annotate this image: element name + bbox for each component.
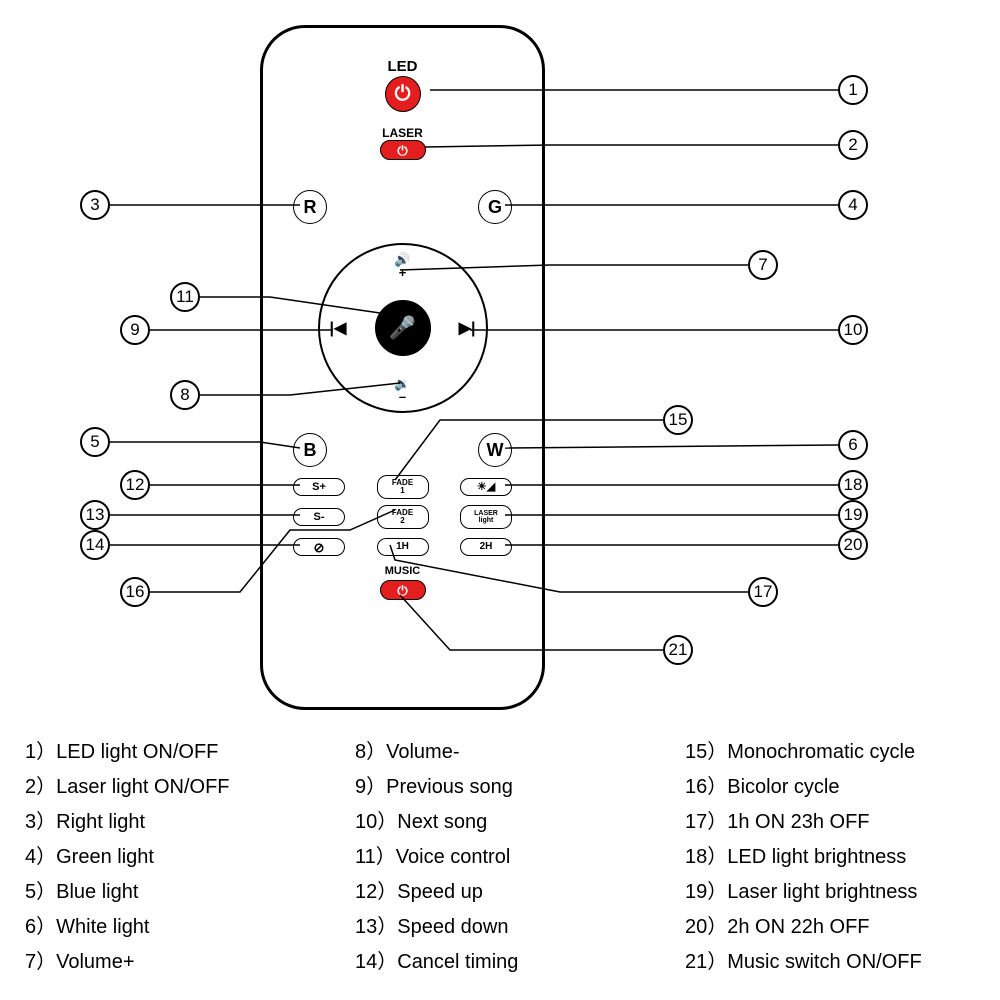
next-song-icon[interactable]: ▶| <box>459 318 476 338</box>
callout-4: 4 <box>838 190 868 220</box>
legend-item: 12）Speed up <box>355 875 655 904</box>
g-button[interactable]: G <box>478 190 512 224</box>
speed-up-button[interactable]: S+ <box>293 478 345 496</box>
callout-11: 11 <box>170 282 200 312</box>
2h-button[interactable]: 2H <box>460 538 512 556</box>
legend-item: 20）2h ON 22h OFF <box>685 910 985 939</box>
r-button[interactable]: R <box>293 190 327 224</box>
callout-7: 7 <box>748 250 778 280</box>
callout-18: 18 <box>838 470 868 500</box>
fade2-button[interactable]: FADE2 <box>377 505 429 529</box>
callout-1: 1 <box>838 75 868 105</box>
voice-control-button[interactable]: 🎤 <box>375 300 431 356</box>
legend-item: 5）Blue light <box>25 875 325 904</box>
callout-17: 17 <box>748 577 778 607</box>
b-button[interactable]: B <box>293 433 327 467</box>
legend-item: 8）Volume- <box>355 735 655 764</box>
legend-item: 18）LED light brightness <box>685 840 985 869</box>
callout-15: 15 <box>663 405 693 435</box>
legend-item: 1）LED light ON/OFF <box>25 735 325 764</box>
callout-12: 12 <box>120 470 150 500</box>
callout-14: 14 <box>80 530 110 560</box>
callout-8: 8 <box>170 380 200 410</box>
cancel-timing-button[interactable]: ⊘ <box>293 538 345 556</box>
led-label: LED <box>388 58 418 75</box>
legend-item: 10）Next song <box>355 805 655 834</box>
callout-3: 3 <box>80 190 110 220</box>
callout-20: 20 <box>838 530 868 560</box>
fade1-button[interactable]: FADE1 <box>377 475 429 499</box>
prev-song-icon[interactable]: |◀ <box>330 318 347 338</box>
volume-down-icon[interactable]: 🔉– <box>394 377 410 403</box>
legend-col-3: 15）Monochromatic cycle 16）Bicolor cycle 17… <box>685 735 985 974</box>
1h-button[interactable]: 1H <box>377 538 429 556</box>
legend-item: 15）Monochromatic cycle <box>685 735 985 764</box>
callout-6: 6 <box>838 430 868 460</box>
music-label: MUSIC <box>385 565 420 577</box>
legend-item: 16）Bicolor cycle <box>685 770 985 799</box>
legend-item: 2）Laser light ON/OFF <box>25 770 325 799</box>
callout-10: 10 <box>838 315 868 345</box>
volume-up-icon[interactable]: 🔊+ <box>394 253 410 279</box>
callout-2: 2 <box>838 130 868 160</box>
brightness-button[interactable]: ☀◢ <box>460 478 512 496</box>
remote-outline: LED ⏻ LASER ⏻ R G 🔊+ 🔉– |◀ ▶| 🎤 B W S+ F… <box>260 25 545 710</box>
legend-item: 6）White light <box>25 910 325 939</box>
legend-item: 3）Right light <box>25 805 325 834</box>
legend-item: 9）Previous song <box>355 770 655 799</box>
callout-5: 5 <box>80 427 110 457</box>
legend-item: 19）Laser light brightness <box>685 875 985 904</box>
led-power-button[interactable]: ⏻ <box>385 76 421 112</box>
legend-item: 17）1h ON 23h OFF <box>685 805 985 834</box>
legend-item: 7）Volume+ <box>25 945 325 974</box>
legend: 1）LED light ON/OFF 2）Laser light ON/OFF 3）… <box>25 735 985 974</box>
legend-item: 11）Voice control <box>355 840 655 869</box>
legend-item: 14）Cancel timing <box>355 945 655 974</box>
legend-item: 4）Green light <box>25 840 325 869</box>
legend-col-1: 1）LED light ON/OFF 2）Laser light ON/OFF 3）… <box>25 735 325 974</box>
control-wheel: 🔊+ 🔉– |◀ ▶| 🎤 <box>318 243 488 413</box>
callout-16: 16 <box>120 577 150 607</box>
laser-label: LASER <box>382 126 423 140</box>
callout-13: 13 <box>80 500 110 530</box>
callout-19: 19 <box>838 500 868 530</box>
legend-item: 13）Speed down <box>355 910 655 939</box>
legend-item: 21）Music switch ON/OFF <box>685 945 985 974</box>
w-button[interactable]: W <box>478 433 512 467</box>
callout-21: 21 <box>663 635 693 665</box>
laser-light-button[interactable]: LASERlight <box>460 505 512 529</box>
speed-down-button[interactable]: S- <box>293 508 345 526</box>
laser-power-button[interactable]: ⏻ <box>380 140 426 160</box>
music-power-button[interactable]: ⏻ <box>380 580 426 600</box>
callout-9: 9 <box>120 315 150 345</box>
legend-col-2: 8）Volume- 9）Previous song 10）Next song 11）V… <box>355 735 655 974</box>
